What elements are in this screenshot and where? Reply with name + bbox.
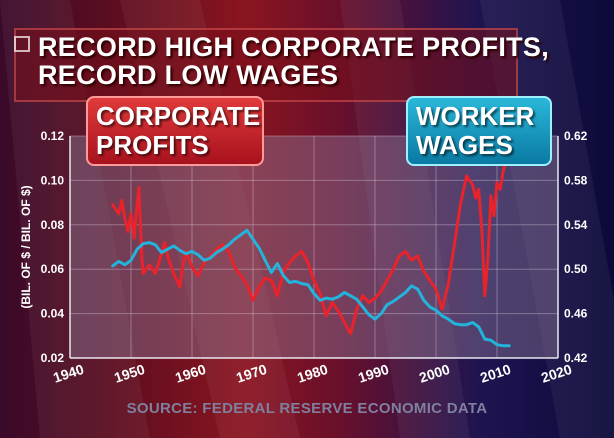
y-right-tick-label: 0.50 [564, 262, 588, 276]
x-tick-label: 2020 [539, 361, 574, 386]
y-left-tick-label: 0.08 [41, 218, 65, 232]
y-left-tick-label: 0.02 [41, 351, 65, 365]
x-tick-labels: 1940 1950 1960 1970 1980 1990 2000 2010 2020 [51, 361, 574, 386]
plot-area [70, 136, 558, 358]
legend-wages-line2: WAGES [416, 130, 513, 160]
chart-title-line2: RECORD LOW WAGES [38, 60, 339, 90]
legend-profits-line2: PROFITS [96, 130, 209, 160]
legend-wages-line1: WORKER [416, 101, 535, 131]
y-right-tick-label: 0.58 [564, 173, 588, 187]
x-tick-label: 1980 [295, 361, 330, 386]
x-tick-label: 2000 [417, 361, 452, 386]
y-left-tick-label: 0.04 [41, 307, 65, 321]
y-right-tick-labels: 0.42 0.46 0.50 0.54 0.58 0.62 [564, 129, 588, 365]
worker-wages-line [111, 228, 511, 348]
title-banner [14, 28, 518, 102]
x-tick-label: 1960 [173, 361, 208, 386]
y-right-tick-label: 0.54 [564, 218, 588, 232]
source-note: SOURCE: FEDERAL RESERVE ECONOMIC DATA [126, 400, 488, 417]
x-tick-label: 1990 [356, 361, 391, 386]
legend-corporate-profits: CORPORATE PROFITS [86, 96, 264, 166]
legend-profits-line1: CORPORATE [96, 101, 261, 131]
y-right-tick-label: 0.42 [564, 351, 588, 365]
y-left-tick-labels: 0.02 0.04 0.06 0.08 0.10 0.12 [41, 129, 65, 365]
y-left-tick-label: 0.06 [41, 262, 65, 276]
window-icon [14, 36, 30, 52]
y-axis-label: (BIL. OF $ / BIL. OF $) [19, 185, 33, 308]
legend-worker-wages: WORKER WAGES [406, 96, 552, 166]
y-right-tick-label: 0.46 [564, 307, 588, 321]
x-tick-label: 1950 [112, 361, 147, 386]
y-right-tick-label: 0.62 [564, 129, 588, 143]
x-tick-label: 2010 [478, 361, 513, 386]
chart-title-line1: RECORD HIGH CORPORATE PROFITS, [38, 32, 550, 62]
y-left-tick-label: 0.10 [41, 173, 65, 187]
x-tick-label: 1970 [234, 361, 269, 386]
y-left-tick-label: 0.12 [41, 129, 65, 143]
series-lines [111, 154, 511, 348]
